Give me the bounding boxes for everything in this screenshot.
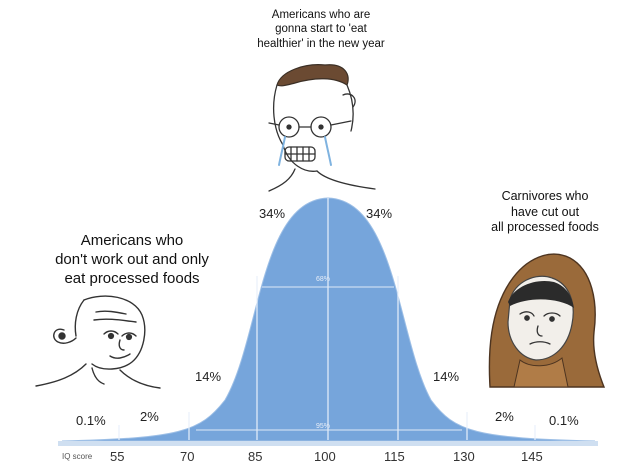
- axis-label-iq: IQ score: [62, 452, 93, 461]
- tick-55: 55: [110, 449, 125, 464]
- tick-100: 100: [314, 449, 336, 464]
- wojak-crying-glasses-icon: [268, 64, 376, 192]
- caption-left: Americans who don't work out and only ea…: [55, 232, 209, 287]
- tick-85: 85: [248, 449, 263, 464]
- caption-top: Americans who are gonna start to 'eat he…: [257, 9, 385, 50]
- pct-label-left-34: 34%: [259, 206, 286, 221]
- caption-right: Carnivores who have cut out all processe…: [491, 189, 599, 235]
- sd-lines: [118, 198, 536, 440]
- pct-label-right-14: 14%: [433, 369, 460, 384]
- axis-bar: [58, 441, 598, 446]
- pct-label-far-left: 0.1%: [76, 413, 106, 428]
- tick-115: 115: [384, 449, 405, 464]
- band-label-68: 68%: [316, 276, 331, 283]
- pct-label-right-2: 2%: [495, 409, 514, 424]
- pct-label-left-14: 14%: [195, 369, 222, 384]
- tick-130: 130: [453, 449, 475, 464]
- wojak-bald-smug-icon: [35, 295, 161, 389]
- band-label-95: 95%: [316, 423, 331, 430]
- pct-label-left-2: 2%: [140, 409, 159, 424]
- tick-145: 145: [521, 449, 543, 464]
- pct-label-far-right: 0.1%: [549, 413, 579, 428]
- pct-label-right-34: 34%: [366, 206, 393, 221]
- wojak-hooded-sad-icon: [488, 253, 606, 388]
- tick-70: 70: [180, 449, 195, 464]
